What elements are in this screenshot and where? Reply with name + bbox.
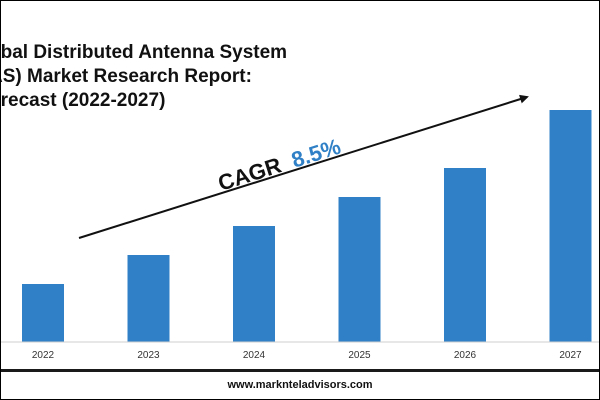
cagr-arrow [78, 94, 529, 239]
bar-2022 [22, 284, 64, 342]
chart-title: obal Distributed Antenna System AS) Mark… [0, 41, 329, 113]
bar-2024 [233, 226, 275, 342]
cagr-value: 8.5% [288, 134, 343, 173]
cagr-label: CAGR [215, 152, 284, 195]
bar-series [22, 110, 592, 342]
bar-2026 [444, 168, 486, 342]
x-axis-ticks: 2022 2023 2024 2025 2026 2027 [32, 350, 582, 361]
chart-title-line-2: AS) Market Research Report: [0, 66, 252, 87]
bar-2027 [549, 110, 592, 342]
footer-website: www.marknteladvisors.com [227, 379, 373, 391]
x-tick-label-2024: 2024 [243, 350, 266, 361]
x-tick-label-2022: 2022 [32, 350, 55, 361]
x-tick-label-2027: 2027 [559, 350, 582, 361]
bar-2023 [127, 255, 170, 342]
chart-title-line-1: obal Distributed Antenna System [0, 42, 288, 63]
chart-title-line-3: orecast (2022-2027) [0, 90, 166, 111]
cagr-annotation: CAGR 8.5% [215, 134, 344, 196]
footer-divider [1, 369, 599, 372]
x-tick-label-2023: 2023 [137, 350, 160, 361]
bar-2025 [338, 197, 381, 342]
x-tick-label-2025: 2025 [348, 350, 371, 361]
x-tick-label-2026: 2026 [454, 350, 477, 361]
